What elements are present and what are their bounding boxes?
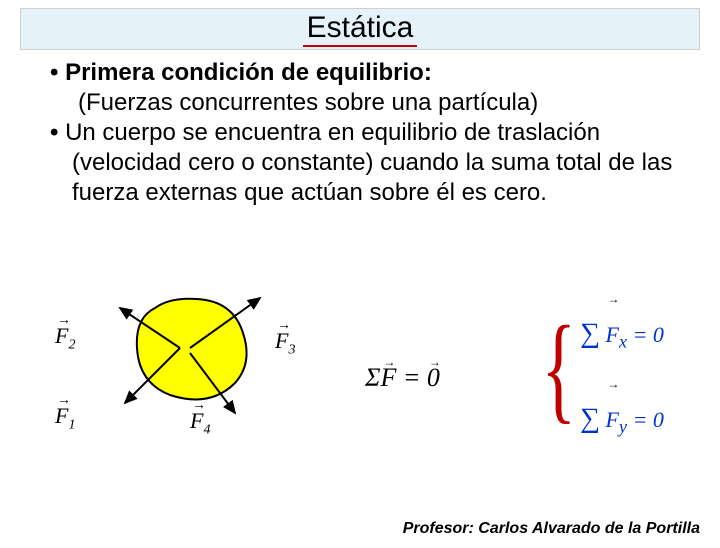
bullet-1: Primera condición de equilibrio: <box>72 58 680 88</box>
vector-arrow-icon: → <box>192 398 206 414</box>
vector-arrow-icon: → <box>277 318 291 334</box>
footer-credit: Profesor: Carlos Alvarado de la Portilla <box>403 520 700 538</box>
force-label-f3: → F3 <box>275 328 295 358</box>
equation-sum-fx: ∑ →Fx = 0 <box>580 318 664 352</box>
force-label-f2: → F2 <box>55 323 75 353</box>
bullet-2: Un cuerpo se encuentra en equilibrio de … <box>72 118 680 208</box>
vector-arrow-icon: → <box>607 377 619 392</box>
vector-arrow-icon: → <box>607 292 619 307</box>
diagram-area: → F2 → F1 → F3 → F4 Σ→F = →0 { ∑ →Fx = 0… <box>20 293 700 498</box>
force-diagram <box>125 293 255 408</box>
vector-arrow-icon: → <box>57 393 71 409</box>
brace-icon: { <box>542 308 577 428</box>
force-label-f4: → F4 <box>190 408 210 438</box>
equation-sum-fy: ∑ →Fy = 0 <box>580 403 664 437</box>
title-bar: Estática <box>20 8 700 50</box>
content-area: Primera condición de equilibrio: (Fuerza… <box>0 50 720 208</box>
vector-arrow-icon: → <box>383 355 395 370</box>
bullet-1-sub: (Fuerzas concurrentes sobre una partícul… <box>78 88 680 118</box>
force-label-f1: → F1 <box>55 403 75 433</box>
vector-arrow-icon: → <box>429 355 441 370</box>
equation-main: Σ→F = →0 <box>365 363 440 393</box>
page-title: Estática <box>303 11 418 47</box>
bullet-1-lead: Primera condición de equilibrio: <box>65 59 432 86</box>
vector-arrow-icon: → <box>57 313 71 329</box>
